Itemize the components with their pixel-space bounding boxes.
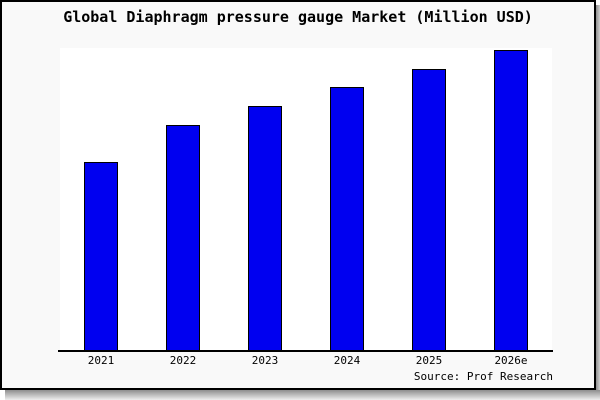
x-label-2021: 2021: [87, 354, 115, 367]
plot-area: [60, 48, 552, 351]
bar-2022: [166, 125, 200, 350]
bar-2023: [248, 106, 282, 350]
x-label-2023: 2023: [251, 354, 279, 367]
drop-shadow-right: [596, 5, 600, 390]
x-label-2024: 2024: [333, 354, 361, 367]
bar-2025: [412, 69, 446, 350]
drop-shadow-bottom: [5, 390, 600, 400]
bar-2026e: [494, 50, 528, 350]
x-label-2022: 2022: [169, 354, 197, 367]
x-label-2025: 2025: [415, 354, 443, 367]
chart-title: Global Diaphragm pressure gauge Market (…: [63, 8, 533, 26]
bar-2024: [330, 87, 364, 350]
chart-card: Global Diaphragm pressure gauge Market (…: [0, 0, 596, 390]
source-label: Source: Prof Research: [413, 370, 553, 383]
x-axis-line: [58, 350, 553, 352]
x-label-2026e: 2026e: [494, 354, 528, 367]
x-axis-labels: 2021 2022 2023 2024 2025 2026e: [60, 354, 552, 368]
bar-2021: [84, 162, 118, 350]
